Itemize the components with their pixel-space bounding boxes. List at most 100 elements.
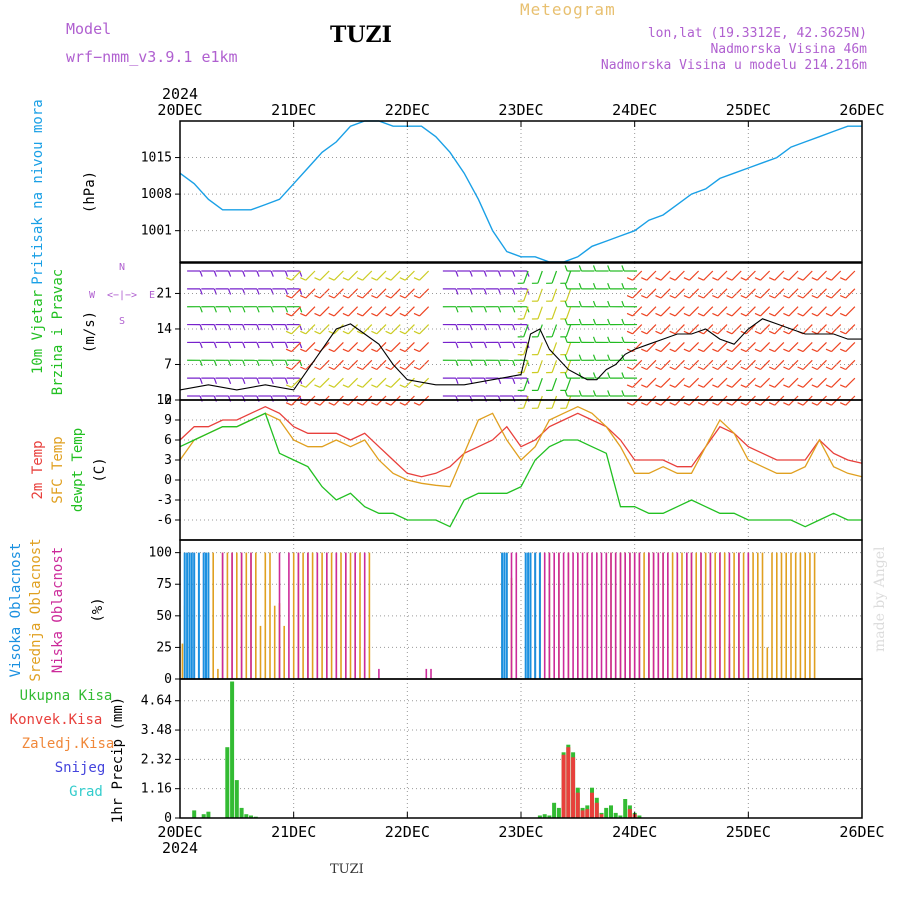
wind-barb xyxy=(291,377,302,388)
wind-barb xyxy=(632,288,643,299)
wind-barb-flag xyxy=(512,270,516,277)
wind-barb-flag xyxy=(314,348,321,353)
wind-barb-flag xyxy=(385,312,392,317)
y-tick-label: 0 xyxy=(164,811,172,826)
wind-barb xyxy=(845,359,856,370)
wind-barb xyxy=(291,306,302,317)
wind-barb-flag xyxy=(641,348,648,353)
wind-barb-flag xyxy=(839,366,846,371)
wind-barb-flag xyxy=(385,330,392,335)
wind-barb-flag xyxy=(740,402,747,406)
temp-axis-title-2m: 2m Temp xyxy=(30,440,46,499)
wind-barb-flag xyxy=(621,300,625,307)
wind-barb-flag xyxy=(754,330,761,335)
wind-barb xyxy=(646,270,657,281)
wind-barb-flag xyxy=(641,295,648,299)
wind-barb xyxy=(347,270,359,281)
wind-barb-flag xyxy=(697,384,704,388)
wind-barb xyxy=(646,288,657,299)
wind-barb-flag xyxy=(300,295,307,299)
wind-barb xyxy=(831,377,842,388)
wind-barb-flag xyxy=(768,277,775,281)
wind-barb xyxy=(565,324,572,338)
wind-barb-flag xyxy=(621,336,625,343)
wind-barb xyxy=(717,288,728,299)
wind-barb xyxy=(419,270,430,281)
wind-barb-flag xyxy=(825,348,832,353)
wind-barb xyxy=(660,377,671,388)
wind-barb xyxy=(347,288,359,299)
wind-barb-flag xyxy=(564,300,568,307)
wind-barb xyxy=(319,306,330,317)
y-tick-label: 7 xyxy=(164,357,172,372)
wind-barb-flag xyxy=(356,384,363,388)
wind-barb-flag xyxy=(607,336,611,343)
wind-barb-flag xyxy=(726,348,733,353)
wind-barb-flag xyxy=(455,360,459,367)
precip-bar-total xyxy=(542,814,547,818)
wind-barb-flag xyxy=(371,330,378,335)
wind-barb-flag xyxy=(797,295,804,299)
wind-barb-flag xyxy=(300,330,307,335)
precip-bar-total xyxy=(192,810,197,818)
precip-bar-total xyxy=(230,681,235,818)
wind-barb xyxy=(788,324,799,335)
wind-barb-flag xyxy=(607,372,611,379)
wind-barb xyxy=(745,359,756,370)
wind-barb xyxy=(404,324,415,335)
wind-barb xyxy=(390,359,401,370)
wind-barb xyxy=(537,288,543,302)
wind-barb-flag xyxy=(578,354,582,361)
wind-barb xyxy=(523,377,529,391)
wind-barb xyxy=(660,270,671,281)
wind-barb xyxy=(565,342,572,355)
wind-barb xyxy=(745,306,756,317)
wind-barb-flag xyxy=(270,306,274,313)
wind-barb-flag xyxy=(621,318,625,325)
wind-barb-flag xyxy=(242,270,246,277)
wind-barb-flag xyxy=(213,395,217,402)
temp-2m-line xyxy=(179,405,863,478)
wind-barb-flag xyxy=(592,336,597,343)
wind-barb xyxy=(523,306,529,320)
wind-barb-flag xyxy=(227,395,232,402)
wind-barb-flag xyxy=(256,306,260,313)
wind-barb xyxy=(688,377,700,388)
wind-barb-flag xyxy=(811,384,818,388)
product-title: Meteogram xyxy=(520,0,616,19)
wind-barb-flag xyxy=(483,288,487,295)
wind-barb xyxy=(674,306,685,317)
wind-barb-flag xyxy=(592,354,597,361)
precip-bar-convective xyxy=(566,747,571,818)
precip-bar-total xyxy=(244,814,249,818)
wind-barb xyxy=(788,377,799,388)
wind-barb-flag xyxy=(712,277,719,281)
wind-barb-flag xyxy=(256,377,260,385)
wind-barb xyxy=(688,324,700,335)
wind-barb xyxy=(760,342,771,353)
wind-barb-flag xyxy=(655,312,662,317)
year-label-bottom: 2024 xyxy=(162,839,198,857)
wind-barb-flag xyxy=(497,306,502,313)
wind-barb xyxy=(816,288,827,299)
precip-bar-total xyxy=(556,807,561,818)
wind-barb-flag xyxy=(712,384,719,388)
wind-barb-flag xyxy=(839,277,846,281)
wind-barb-flag xyxy=(655,402,662,406)
wind-barb xyxy=(774,342,785,353)
wind-barb xyxy=(774,377,785,388)
wind-barb-flag xyxy=(592,282,597,290)
y-tick-label: 1015 xyxy=(141,151,172,166)
wind-barb-flag xyxy=(371,366,378,371)
precip-bar-total xyxy=(547,815,552,818)
panel-frame xyxy=(179,120,863,263)
wind-barb xyxy=(845,270,856,281)
wind-barb xyxy=(688,288,700,299)
wind-barb-flag xyxy=(825,277,832,281)
wind-barb-flag xyxy=(199,360,203,367)
wind-barb-flag xyxy=(284,288,289,295)
coords-text: lon,lat (19.3312E, 42.3625N) xyxy=(647,26,867,41)
y-tick-label: 1001 xyxy=(141,224,172,239)
wind-barb-flag xyxy=(371,348,378,353)
wind-barb-flag xyxy=(740,295,747,299)
